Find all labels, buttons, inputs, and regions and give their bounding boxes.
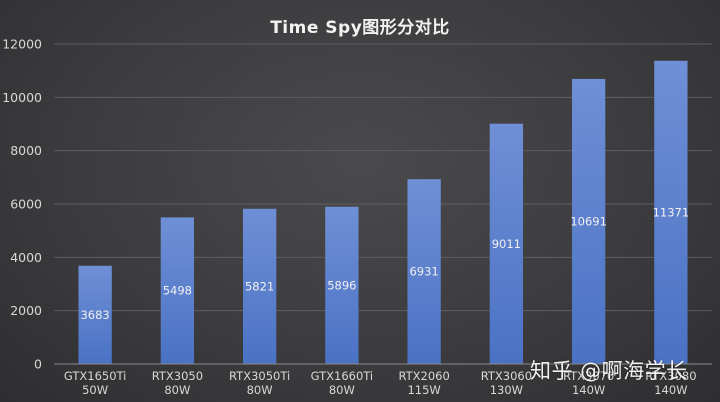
x-tick-label: RTX3060 130W	[481, 369, 532, 397]
y-tick-label: 8000	[10, 143, 42, 158]
data-label: 11371	[653, 205, 690, 219]
data-label: 5821	[245, 279, 274, 293]
x-tick-label: RTX3050Ti 80W	[229, 369, 290, 397]
x-tick-label: RTX3080 140W	[645, 369, 696, 397]
x-tick-label: RTX3070 140W	[563, 369, 614, 397]
data-labels: 3683 5498 5821 5896 6931 9011 10691 11371	[80, 205, 689, 322]
y-tick-label: 6000	[10, 197, 42, 212]
y-tick-label: 4000	[10, 250, 42, 265]
bar	[325, 206, 359, 364]
data-label: 5896	[327, 278, 356, 292]
bar	[571, 78, 606, 364]
x-axis-ticks: GTX1650Ti 50W RTX3050 80W RTX3050Ti 80W GTX166…	[64, 369, 697, 397]
grid-lines	[54, 43, 712, 312]
chart-title: Time Spy图形分对比	[270, 17, 450, 38]
bars	[78, 60, 688, 364]
data-label: 9011	[492, 237, 521, 251]
bar	[489, 123, 524, 364]
x-tick-label: GTX1660Ti 80W	[311, 369, 374, 397]
bar	[160, 217, 195, 364]
data-label: 5498	[163, 284, 192, 298]
y-tick-label: 12000	[2, 37, 42, 52]
data-label: 6931	[409, 265, 438, 279]
bar	[654, 60, 688, 364]
y-axis-ticks: 0 2000 4000 6000 8000 10000 12000	[2, 37, 42, 372]
data-label: 10691	[570, 214, 607, 228]
x-tick-label: GTX1650Ti 50W	[64, 369, 127, 397]
y-tick-label: 2000	[10, 303, 42, 318]
x-tick-label: RTX3050 80W	[152, 369, 203, 397]
bar	[407, 179, 441, 364]
y-tick-label: 0	[34, 357, 42, 372]
data-label: 3683	[80, 308, 109, 322]
y-tick-label: 10000	[2, 90, 42, 105]
bar	[242, 208, 277, 364]
x-tick-label: RTX2060 115W	[398, 369, 449, 397]
watermark: 知乎 @啊海学长	[530, 359, 688, 383]
bar	[78, 265, 112, 364]
